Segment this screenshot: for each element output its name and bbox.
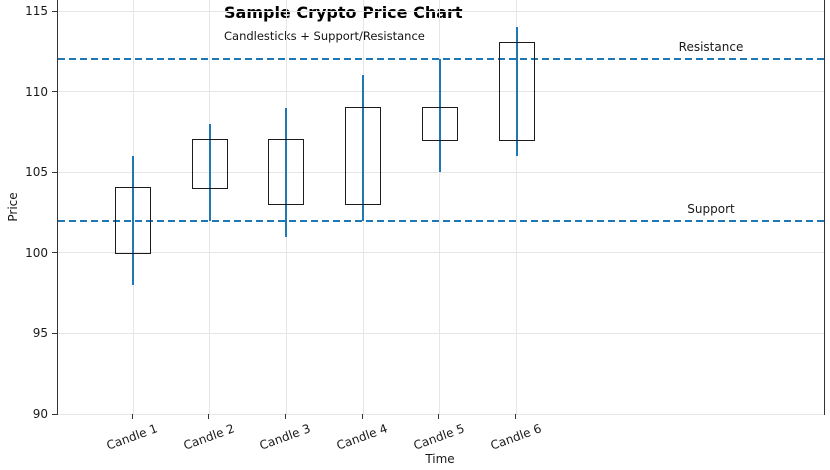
resistance-line <box>58 58 824 61</box>
h-gridline <box>58 252 824 254</box>
candle-wick <box>285 107 288 237</box>
x-tick-mark <box>515 414 516 419</box>
x-tick-mark <box>208 414 210 419</box>
h-gridline <box>58 171 824 173</box>
y-tick-mark <box>52 413 57 415</box>
y-tick-label: 110 <box>25 84 48 99</box>
y-tick-label: 100 <box>25 245 48 260</box>
support-label: Support <box>687 201 735 216</box>
v-gridline <box>439 0 441 414</box>
y-tick-label: 115 <box>25 4 48 18</box>
y-tick-mark <box>52 252 57 254</box>
h-gridline <box>58 332 824 334</box>
x-tick-mark <box>284 414 286 419</box>
y-tick-label: 105 <box>25 165 48 180</box>
y-tick-mark <box>52 332 57 334</box>
y-tick-label: 90 <box>32 407 48 421</box>
y-tick-mark <box>52 91 57 93</box>
resistance-label: Resistance <box>678 40 744 55</box>
candle-wick <box>438 59 441 173</box>
candle-body <box>115 187 151 254</box>
candle-body <box>345 106 382 206</box>
v-gridline <box>516 0 517 414</box>
x-tick-mark <box>131 414 133 419</box>
x-tick-mark <box>438 414 440 419</box>
plot-area <box>57 0 825 415</box>
chart-title: Sample Crypto Price Chart <box>224 3 463 22</box>
h-gridline <box>58 91 824 93</box>
candle-wick <box>132 156 134 286</box>
candle-body <box>191 138 228 190</box>
chart-subtitle: Candlesticks + Support/Resistance <box>224 29 425 43</box>
candle-wick <box>515 27 518 157</box>
h-gridline <box>58 10 824 12</box>
candle-wick <box>362 75 365 221</box>
y-tick-mark <box>52 171 57 173</box>
candle-body <box>421 106 458 141</box>
candle-wick <box>208 123 211 221</box>
h-gridline <box>58 413 824 415</box>
candle-body <box>268 138 305 206</box>
x-axis-label: Time <box>425 452 455 466</box>
candle-body <box>498 42 535 141</box>
x-tick-mark <box>361 414 363 419</box>
y-axis-label: Price <box>6 192 20 222</box>
y-tick-mark <box>52 10 57 12</box>
support-line <box>58 219 824 222</box>
y-tick-label: 95 <box>32 326 48 341</box>
